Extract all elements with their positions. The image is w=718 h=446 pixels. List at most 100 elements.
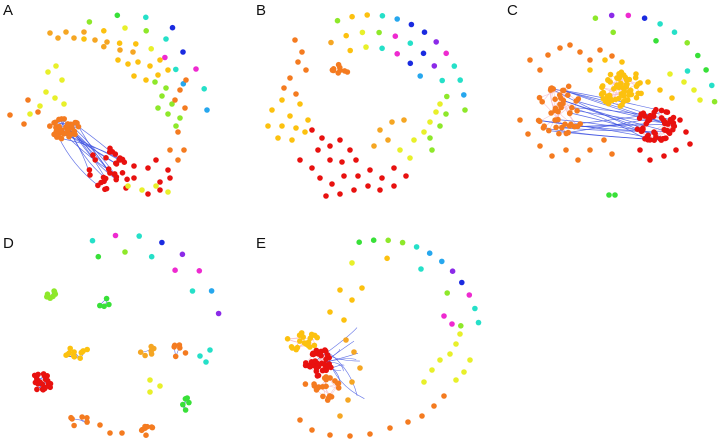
- network-node: [608, 12, 615, 19]
- network-node: [167, 147, 173, 153]
- network-node: [711, 98, 718, 105]
- panel-label-c: C: [507, 2, 518, 19]
- network-node: [183, 77, 189, 83]
- network-node: [279, 97, 285, 103]
- network-node: [203, 359, 209, 365]
- network-node: [151, 345, 157, 352]
- network-node: [66, 131, 72, 138]
- network-node: [462, 107, 468, 113]
- network-node: [433, 109, 439, 115]
- network-node: [157, 179, 163, 185]
- network-edge: [543, 127, 649, 140]
- network-node: [391, 183, 397, 189]
- network-node: [125, 183, 131, 189]
- network-node: [193, 66, 199, 72]
- network-node: [365, 183, 371, 189]
- panel-label-a: A: [3, 2, 14, 19]
- network-node: [408, 21, 415, 28]
- network-node: [669, 95, 675, 101]
- network-node: [89, 237, 96, 244]
- network-node: [101, 28, 107, 34]
- network-node: [641, 15, 648, 21]
- network-node: [305, 342, 312, 349]
- network-node: [143, 77, 149, 83]
- network-node: [337, 137, 343, 143]
- network-node: [684, 68, 691, 74]
- network-node: [122, 25, 128, 31]
- network-node: [665, 121, 671, 127]
- network-node: [47, 123, 53, 129]
- network-node: [574, 108, 580, 114]
- panel-label-d: D: [3, 235, 14, 252]
- network-node: [323, 193, 329, 199]
- network-node: [387, 425, 393, 431]
- network-node: [112, 232, 119, 239]
- network-node: [565, 83, 572, 90]
- network-node: [287, 113, 293, 119]
- network-node: [615, 75, 622, 82]
- network-node: [657, 21, 663, 27]
- network-node: [302, 129, 308, 135]
- network-node: [148, 46, 154, 52]
- network-node: [265, 123, 271, 129]
- network-node: [113, 174, 120, 180]
- network-node: [334, 17, 341, 24]
- network-node: [330, 66, 337, 72]
- network-node: [297, 157, 303, 163]
- network-node: [703, 67, 709, 73]
- network-node: [147, 389, 153, 395]
- network-node: [552, 96, 558, 102]
- network-node: [297, 101, 303, 107]
- network-node: [575, 96, 582, 102]
- network-node: [444, 290, 451, 296]
- network-node: [176, 342, 183, 348]
- network-node: [329, 181, 335, 187]
- network-node: [557, 45, 563, 51]
- network-node: [405, 419, 411, 425]
- network-node: [459, 279, 465, 286]
- network-node: [437, 123, 443, 129]
- network-node: [677, 117, 683, 123]
- network-node: [172, 353, 179, 360]
- network-node: [112, 151, 119, 157]
- network-node: [355, 173, 361, 179]
- network-node: [59, 77, 65, 83]
- network-node: [392, 33, 399, 39]
- network-node: [182, 396, 189, 402]
- network-node: [587, 57, 593, 63]
- network-node: [449, 268, 456, 275]
- network-node: [84, 346, 90, 353]
- network-node: [541, 123, 547, 129]
- network-node: [103, 155, 109, 161]
- network-node: [148, 424, 155, 430]
- network-node: [311, 381, 317, 387]
- network-node: [152, 79, 158, 85]
- network-node: [159, 93, 165, 99]
- network-node: [691, 87, 697, 93]
- network-node: [421, 29, 428, 35]
- network-node: [418, 266, 424, 272]
- network-node: [709, 82, 715, 89]
- network-node: [667, 71, 673, 77]
- network-node: [616, 71, 622, 77]
- network-node: [86, 167, 93, 173]
- network-node: [563, 130, 570, 137]
- network-node: [356, 239, 363, 245]
- network-node: [172, 267, 178, 274]
- network-node: [157, 187, 163, 193]
- network-node: [207, 347, 213, 353]
- network-node: [119, 430, 125, 436]
- network-node: [204, 107, 210, 113]
- network-node: [142, 425, 148, 432]
- network-node: [447, 351, 453, 357]
- network-node: [323, 383, 329, 390]
- network-node: [102, 175, 109, 182]
- network-node: [37, 103, 43, 109]
- network-node: [651, 129, 657, 135]
- network-node: [638, 128, 645, 135]
- network-node: [65, 351, 71, 358]
- network-node: [147, 377, 153, 383]
- network-node: [661, 153, 667, 159]
- network-node: [363, 44, 369, 50]
- network-node: [119, 170, 126, 176]
